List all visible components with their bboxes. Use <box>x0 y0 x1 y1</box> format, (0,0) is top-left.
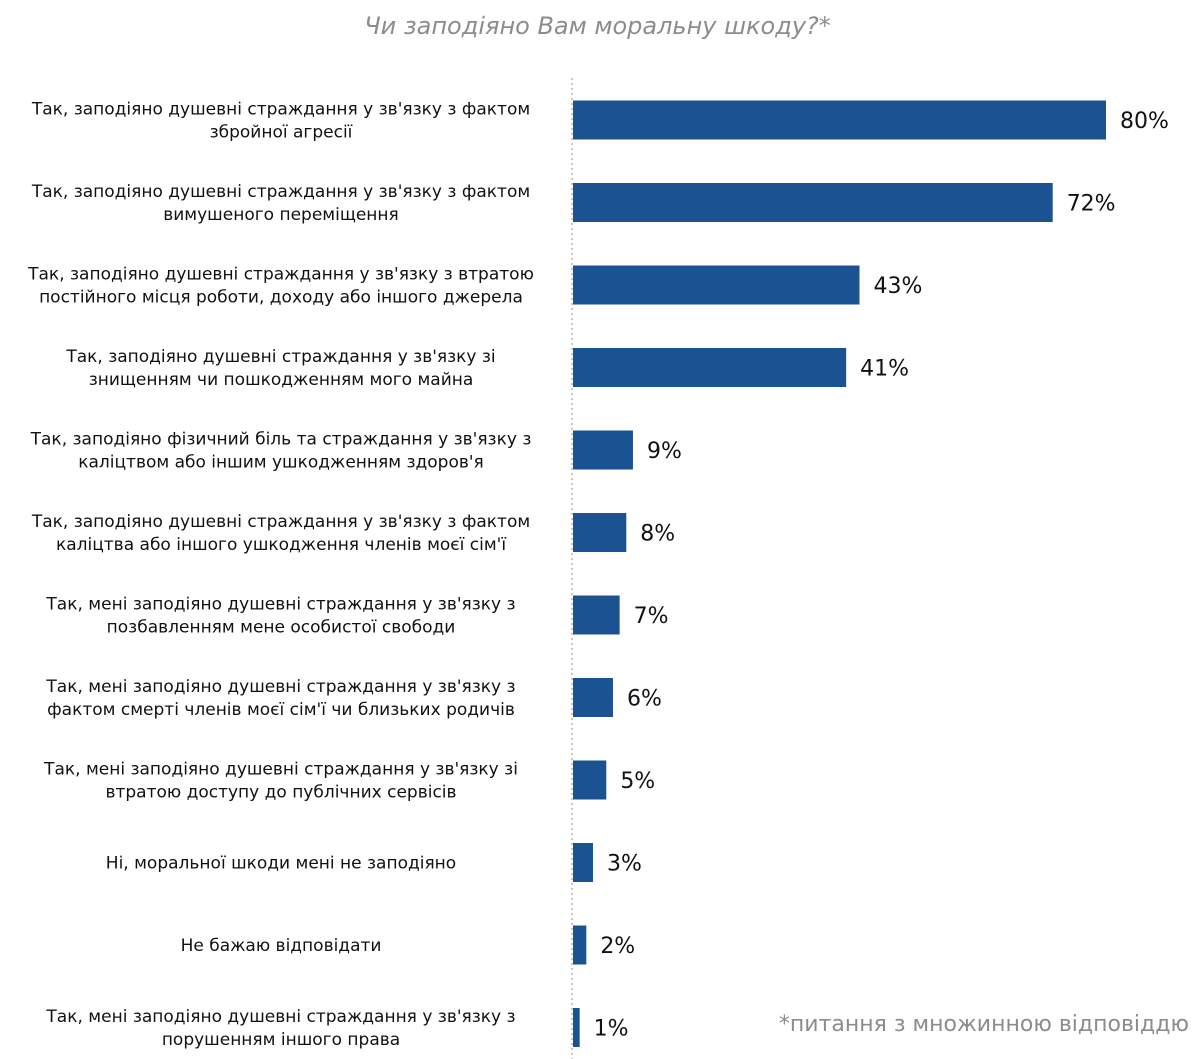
bar-value-label-4: 41% <box>860 357 909 382</box>
category-label-12-line-1: Так, мені заподіяно душевні страждання у… <box>45 1007 515 1027</box>
bar-4 <box>573 348 846 387</box>
category-label-3-line-1: Так, заподіяно душевні страждання у зв'я… <box>27 265 534 285</box>
category-label-7-line-1: Так, мені заподіяно душевні страждання у… <box>45 595 515 615</box>
category-label-5-line-2: каліцтвом або іншим ушкодженням здоров'я <box>78 453 484 473</box>
category-label-2-line-2: вимушеного переміщення <box>163 205 399 225</box>
bars-layer: 80% Так, заподіяно душевні страждання у з… <box>27 100 1169 1051</box>
bar-value-label-8: 6% <box>627 687 662 712</box>
footnote: *питання з множинною відповіддю <box>779 1012 1189 1037</box>
category-label-9-line-2: втратою доступу до публічних сервісів <box>105 783 456 803</box>
category-label-2-line-1: Так, заподіяно душевні страждання у зв'я… <box>31 182 530 202</box>
bar-value-label-6: 8% <box>640 522 675 547</box>
category-label-11-line-1: Не бажаю відповідати <box>181 936 382 956</box>
bar-value-label-11: 2% <box>600 934 635 959</box>
bar-value-label-10: 3% <box>607 852 642 877</box>
bar-value-label-7: 7% <box>634 604 669 629</box>
bar-3 <box>573 266 859 305</box>
bar-value-label-3: 43% <box>873 274 922 299</box>
category-label-5-line-1: Так, заподіяно фізичний біль та страждан… <box>30 430 532 450</box>
category-label-8-line-2: фактом смерті членів моєї сім'ї чи близь… <box>47 700 515 720</box>
category-label-10-line-1: Ні, моральної шкоди мені не заподіяно <box>106 854 456 874</box>
bar-value-label-5: 9% <box>647 439 682 464</box>
bar-9 <box>573 761 606 800</box>
category-label-8-line-1: Так, мені заподіяно душевні страждання у… <box>45 677 515 697</box>
category-label-4-line-1: Так, заподіяно душевні страждання у зв'я… <box>65 347 495 367</box>
category-label-7-line-2: позбавленням мене особистої свободи <box>107 618 456 638</box>
category-label-6-line-2: каліцтва або іншого ушкодження членів мо… <box>56 535 506 555</box>
bar-1 <box>573 101 1106 140</box>
bar-value-label-1: 80% <box>1120 109 1169 134</box>
bar-5 <box>573 431 633 470</box>
bar-10 <box>573 843 593 882</box>
bar-value-label-12: 1% <box>594 1017 629 1042</box>
bar-7 <box>573 596 620 635</box>
category-label-3-line-2: постійного місця роботи, доходу або іншо… <box>39 288 523 308</box>
category-label-4-line-2: знищенням чи пошкодженням мого майна <box>89 370 474 390</box>
category-label-1-line-2: збройної агресії <box>210 123 353 143</box>
category-label-6-line-1: Так, заподіяно душевні страждання у зв'я… <box>31 512 530 532</box>
category-label-9-line-1: Так, мені заподіяно душевні страждання у… <box>43 760 518 780</box>
bar-value-label-9: 5% <box>620 769 655 794</box>
bar-value-label-2: 72% <box>1067 192 1116 217</box>
bar-12 <box>573 1008 580 1047</box>
category-label-12-line-2: порушенням іншого права <box>162 1030 400 1050</box>
bar-2 <box>573 183 1053 222</box>
bar-11 <box>573 926 586 965</box>
category-label-1-line-1: Так, заподіяно душевні страждання у зв'я… <box>31 100 530 120</box>
bar-8 <box>573 678 613 717</box>
bar-6 <box>573 513 626 552</box>
